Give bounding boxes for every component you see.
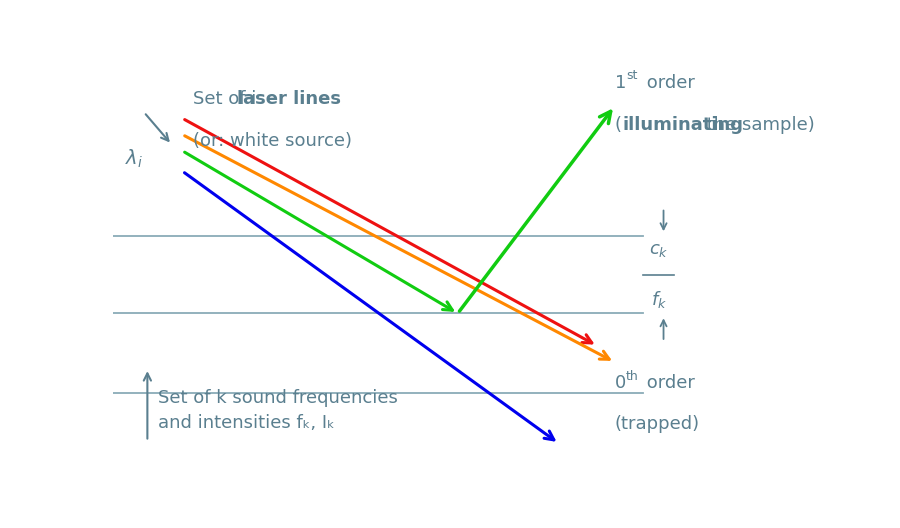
Text: 0: 0 <box>615 374 626 392</box>
Text: order: order <box>641 374 695 392</box>
Text: $c_k$: $c_k$ <box>649 241 669 259</box>
Text: (: ( <box>615 116 622 134</box>
Text: 1: 1 <box>615 73 626 91</box>
Text: laser lines: laser lines <box>237 90 341 108</box>
Text: (or: white source): (or: white source) <box>193 133 352 150</box>
Text: st: st <box>626 70 637 82</box>
Text: illuminating: illuminating <box>623 116 743 134</box>
Text: (trapped): (trapped) <box>615 415 700 433</box>
Text: Set of k sound frequencies
and intensities fₖ, Iₖ: Set of k sound frequencies and intensiti… <box>158 390 398 432</box>
Text: $\lambda_i$: $\lambda_i$ <box>125 148 143 170</box>
Text: the sample): the sample) <box>701 116 814 134</box>
Text: $f_k$: $f_k$ <box>651 289 667 309</box>
Text: Set of i: Set of i <box>193 90 262 108</box>
Text: th: th <box>626 370 639 383</box>
Text: order: order <box>641 73 695 91</box>
